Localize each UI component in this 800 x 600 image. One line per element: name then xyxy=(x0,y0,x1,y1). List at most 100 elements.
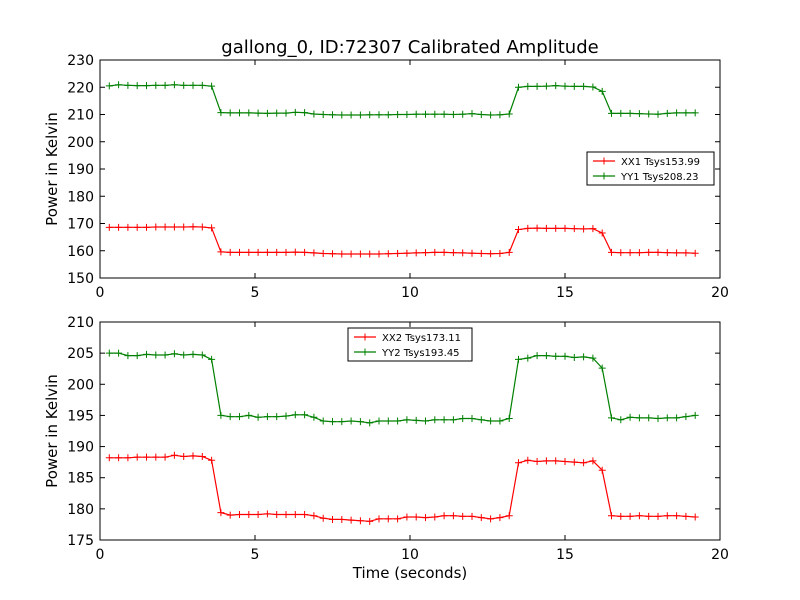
data-point xyxy=(133,223,141,231)
legend-label: YY1 Tsys208.23 xyxy=(620,172,699,183)
data-point xyxy=(691,513,699,521)
data-point xyxy=(617,109,625,117)
data-point xyxy=(384,417,392,425)
data-point xyxy=(403,249,411,257)
data-point xyxy=(189,452,197,460)
data-point xyxy=(608,248,615,256)
data-point xyxy=(375,417,383,425)
legend: XX1 Tsys153.99 YY1 Tsys208.23 xyxy=(586,151,715,186)
data-point xyxy=(477,249,485,257)
data-point xyxy=(635,249,643,257)
data-point xyxy=(682,109,690,117)
data-point xyxy=(635,512,643,520)
data-point xyxy=(115,81,123,89)
data-point xyxy=(468,249,476,257)
data-point xyxy=(263,248,271,256)
data-point xyxy=(505,512,513,520)
data-point xyxy=(589,457,597,465)
data-point xyxy=(338,515,346,523)
data-point xyxy=(263,413,271,421)
data-point xyxy=(449,111,457,118)
data-point xyxy=(552,352,560,360)
data-point xyxy=(505,248,513,256)
data-point xyxy=(570,82,578,90)
legend-box xyxy=(586,151,715,186)
y-tick-label: 210 xyxy=(67,108,94,124)
data-point xyxy=(180,223,188,231)
data-point xyxy=(598,466,606,474)
data-point xyxy=(254,413,262,421)
legend-marker xyxy=(600,172,608,180)
data-point xyxy=(236,248,243,256)
data-point xyxy=(589,225,597,233)
data-point xyxy=(310,413,318,421)
data-point xyxy=(412,416,420,424)
data-point xyxy=(673,414,681,422)
data-point xyxy=(459,249,467,257)
x-tick-label: 10 xyxy=(401,547,419,563)
data-point xyxy=(375,515,383,523)
data-point xyxy=(366,419,374,427)
data-point xyxy=(245,510,253,518)
data-point xyxy=(477,111,485,118)
x-tick-label: 10 xyxy=(401,285,419,301)
data-point xyxy=(431,416,439,424)
data-point xyxy=(133,82,141,90)
data-point xyxy=(691,249,699,257)
data-point xyxy=(273,248,281,256)
data-point xyxy=(208,224,216,232)
data-point xyxy=(356,250,364,258)
data-point xyxy=(617,249,625,257)
legend-marker xyxy=(361,348,369,356)
data-point xyxy=(440,416,448,424)
y-tick-label: 210 xyxy=(67,315,94,331)
legend-marker xyxy=(361,333,369,341)
data-point xyxy=(403,416,411,424)
data-point xyxy=(403,111,411,118)
series-2 xyxy=(105,81,699,119)
data-point xyxy=(552,82,560,90)
x-tick-label: 0 xyxy=(96,285,105,301)
data-point xyxy=(496,111,504,119)
y-tick-label: 200 xyxy=(67,135,94,151)
y-tick-label: 230 xyxy=(67,53,94,69)
data-point xyxy=(431,513,439,521)
bottom-plot: 0 5 10 15 20 175 180 185 190 195 200 205 210 Power in… xyxy=(43,315,729,563)
y-tick-label: 190 xyxy=(67,162,94,178)
data-point xyxy=(105,82,113,90)
data-point xyxy=(282,248,290,256)
data-point xyxy=(226,109,234,117)
data-point xyxy=(589,354,597,362)
data-point xyxy=(552,224,560,232)
data-point xyxy=(608,512,615,520)
legend-box xyxy=(347,327,473,362)
data-point xyxy=(422,514,429,522)
data-point xyxy=(598,87,606,95)
data-point xyxy=(366,111,374,119)
data-point xyxy=(356,111,364,119)
data-point xyxy=(403,513,411,521)
x-tick-label: 20 xyxy=(711,547,729,563)
data-point xyxy=(291,510,299,518)
data-point xyxy=(459,110,467,118)
data-point xyxy=(152,81,160,89)
data-point xyxy=(626,413,634,421)
data-point xyxy=(198,81,206,89)
data-point xyxy=(682,512,690,520)
data-point xyxy=(152,351,160,359)
data-point xyxy=(180,81,188,89)
data-point xyxy=(143,223,150,231)
data-point xyxy=(440,512,448,520)
data-point xyxy=(329,250,336,258)
data-point xyxy=(208,355,216,363)
data-point xyxy=(263,510,271,518)
data-point xyxy=(319,514,327,522)
y-tick-label: 205 xyxy=(67,346,94,362)
data-point xyxy=(422,110,429,118)
data-point xyxy=(561,458,569,466)
data-point xyxy=(143,350,150,358)
data-point xyxy=(645,414,653,422)
data-point xyxy=(477,416,485,424)
